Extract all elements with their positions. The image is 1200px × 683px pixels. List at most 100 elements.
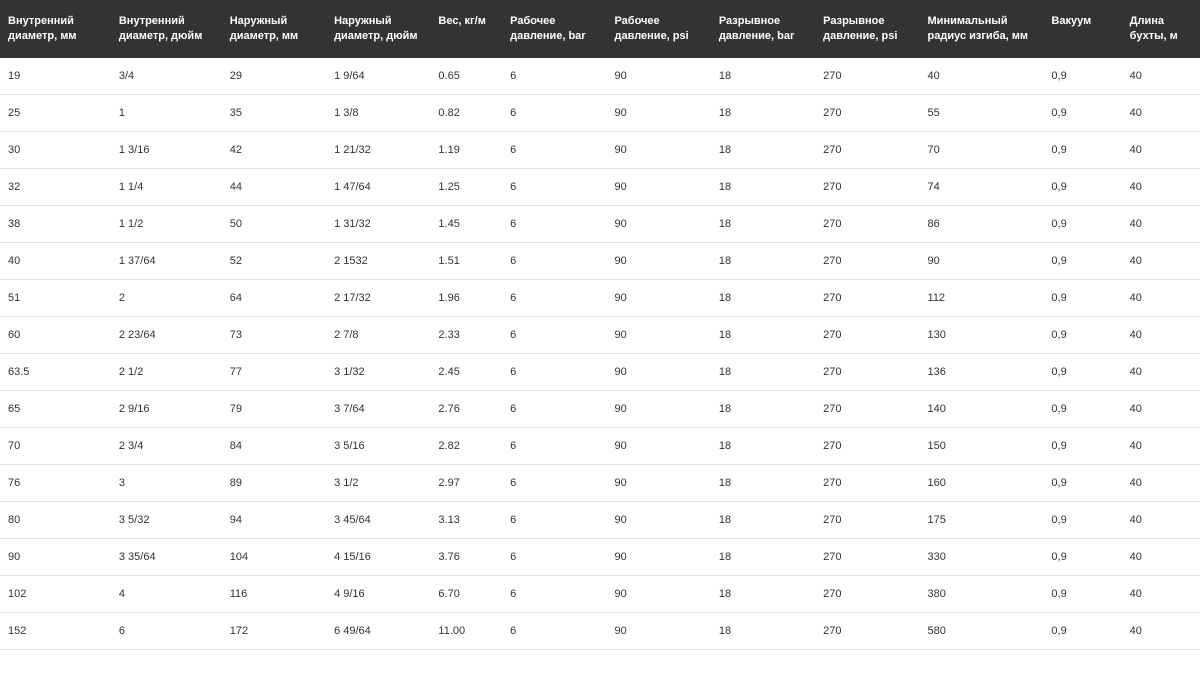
table-row: 321 1/4441 47/641.2569018270740,940	[0, 168, 1200, 205]
spec-table: Внутренний диаметр, ммВнутренний диаметр…	[0, 0, 1200, 650]
table-cell: 30	[0, 131, 111, 168]
table-cell: 40	[1122, 242, 1200, 279]
table-cell: 40	[1122, 501, 1200, 538]
table-cell: 2.97	[430, 464, 502, 501]
header-cell: Наружный диаметр, мм	[222, 0, 326, 58]
table-cell: 2.33	[430, 316, 502, 353]
table-cell: 84	[222, 427, 326, 464]
table-cell: 1 3/8	[326, 94, 430, 131]
table-cell: 64	[222, 279, 326, 316]
table-cell: 6	[502, 464, 606, 501]
table-cell: 1.19	[430, 131, 502, 168]
table-cell: 40	[1122, 612, 1200, 649]
table-cell: 18	[711, 94, 815, 131]
table-cell: 4 9/16	[326, 575, 430, 612]
table-cell: 18	[711, 575, 815, 612]
table-cell: 40	[1122, 316, 1200, 353]
table-cell: 6	[502, 205, 606, 242]
table-cell: 40	[1122, 279, 1200, 316]
table-cell: 6.70	[430, 575, 502, 612]
table-cell: 18	[711, 316, 815, 353]
header-cell: Разрывное давление, bar	[711, 0, 815, 58]
table-cell: 2 1/2	[111, 353, 222, 390]
table-cell: 3 35/64	[111, 538, 222, 575]
table-cell: 90	[606, 353, 710, 390]
table-row: 15261726 49/6411.00690182705800,940	[0, 612, 1200, 649]
table-cell: 270	[815, 538, 919, 575]
table-cell: 65	[0, 390, 111, 427]
table-row: 301 3/16421 21/321.1969018270700,940	[0, 131, 1200, 168]
table-cell: 1.25	[430, 168, 502, 205]
table-cell: 18	[711, 58, 815, 95]
table-cell: 1 9/64	[326, 58, 430, 95]
table-cell: 270	[815, 242, 919, 279]
table-cell: 0,9	[1043, 316, 1121, 353]
table-cell: 6	[502, 168, 606, 205]
table-cell: 4	[111, 575, 222, 612]
table-cell: 175	[920, 501, 1044, 538]
table-cell: 270	[815, 316, 919, 353]
table-cell: 6	[502, 427, 606, 464]
table-cell: 60	[0, 316, 111, 353]
table-cell: 40	[1122, 94, 1200, 131]
table-cell: 40	[1122, 205, 1200, 242]
table-cell: 73	[222, 316, 326, 353]
table-row: 652 9/16793 7/642.76690182701400,940	[0, 390, 1200, 427]
table-cell: 90	[606, 94, 710, 131]
table-cell: 2	[111, 279, 222, 316]
table-cell: 2 23/64	[111, 316, 222, 353]
table-cell: 6	[502, 501, 606, 538]
table-cell: 270	[815, 168, 919, 205]
table-cell: 0,9	[1043, 538, 1121, 575]
table-cell: 42	[222, 131, 326, 168]
table-cell: 4 15/16	[326, 538, 430, 575]
table-cell: 0,9	[1043, 94, 1121, 131]
table-cell: 580	[920, 612, 1044, 649]
table-cell: 6	[502, 131, 606, 168]
table-cell: 40	[1122, 353, 1200, 390]
table-cell: 3 7/64	[326, 390, 430, 427]
table-cell: 3.13	[430, 501, 502, 538]
table-cell: 112	[920, 279, 1044, 316]
table-cell: 18	[711, 205, 815, 242]
table-cell: 1.45	[430, 205, 502, 242]
table-cell: 86	[920, 205, 1044, 242]
table-cell: 2.82	[430, 427, 502, 464]
table-cell: 0,9	[1043, 575, 1121, 612]
table-cell: 3.76	[430, 538, 502, 575]
table-cell: 18	[711, 464, 815, 501]
table-row: 63.52 1/2773 1/322.45690182701360,940	[0, 353, 1200, 390]
table-cell: 1 47/64	[326, 168, 430, 205]
table-cell: 0.65	[430, 58, 502, 95]
table-cell: 89	[222, 464, 326, 501]
table-cell: 2 7/8	[326, 316, 430, 353]
table-cell: 1 1/4	[111, 168, 222, 205]
table-row: 803 5/32943 45/643.13690182701750,940	[0, 501, 1200, 538]
table-cell: 77	[222, 353, 326, 390]
table-cell: 90	[606, 242, 710, 279]
table-cell: 102	[0, 575, 111, 612]
table-cell: 6	[502, 612, 606, 649]
table-cell: 40	[1122, 464, 1200, 501]
table-cell: 25	[0, 94, 111, 131]
table-cell: 90	[606, 58, 710, 95]
table-cell: 90	[606, 390, 710, 427]
table-cell: 270	[815, 390, 919, 427]
table-cell: 18	[711, 612, 815, 649]
table-row: 251351 3/80.8269018270550,940	[0, 94, 1200, 131]
table-cell: 90	[606, 538, 710, 575]
table-cell: 6	[502, 279, 606, 316]
table-cell: 40	[1122, 131, 1200, 168]
table-cell: 0,9	[1043, 501, 1121, 538]
table-cell: 270	[815, 427, 919, 464]
table-cell: 160	[920, 464, 1044, 501]
table-cell: 270	[815, 279, 919, 316]
table-cell: 2.45	[430, 353, 502, 390]
header-cell: Минимальный радиус изгиба, мм	[920, 0, 1044, 58]
table-cell: 1.96	[430, 279, 502, 316]
header-row: Внутренний диаметр, ммВнутренний диаметр…	[0, 0, 1200, 58]
table-header: Внутренний диаметр, ммВнутренний диаметр…	[0, 0, 1200, 58]
table-cell: 90	[606, 279, 710, 316]
header-cell: Вес, кг/м	[430, 0, 502, 58]
header-cell: Рабочее давление, bar	[502, 0, 606, 58]
